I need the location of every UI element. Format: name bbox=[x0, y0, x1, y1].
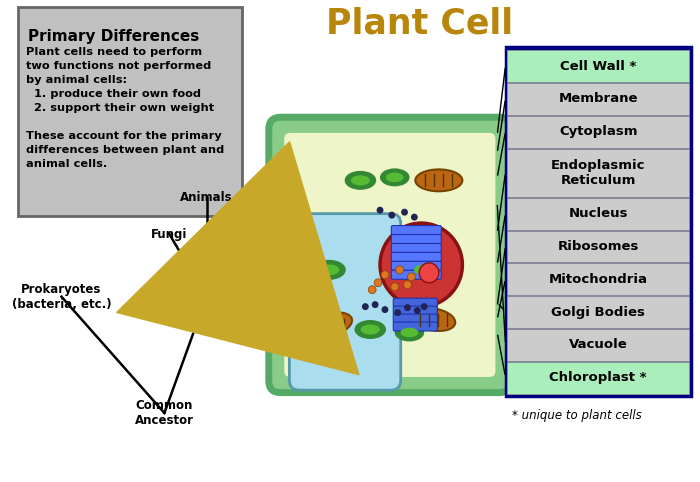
Circle shape bbox=[421, 303, 428, 310]
Circle shape bbox=[382, 306, 388, 313]
FancyBboxPatch shape bbox=[391, 261, 441, 270]
FancyBboxPatch shape bbox=[508, 296, 689, 328]
FancyBboxPatch shape bbox=[283, 131, 497, 379]
Circle shape bbox=[368, 286, 376, 294]
Circle shape bbox=[414, 307, 421, 314]
FancyBboxPatch shape bbox=[18, 7, 241, 216]
FancyBboxPatch shape bbox=[508, 148, 689, 197]
Text: Golgi Bodies: Golgi Bodies bbox=[551, 306, 645, 319]
Text: Plants: Plants bbox=[236, 228, 277, 241]
Text: Vacuole: Vacuole bbox=[569, 338, 627, 351]
Text: Nucleus: Nucleus bbox=[568, 207, 628, 220]
FancyBboxPatch shape bbox=[505, 47, 691, 396]
Circle shape bbox=[380, 223, 463, 307]
Circle shape bbox=[389, 212, 396, 219]
FancyBboxPatch shape bbox=[391, 235, 441, 243]
Ellipse shape bbox=[395, 324, 423, 340]
Ellipse shape bbox=[356, 321, 385, 338]
Circle shape bbox=[411, 214, 418, 221]
Ellipse shape bbox=[346, 172, 375, 189]
FancyBboxPatch shape bbox=[508, 116, 689, 147]
Ellipse shape bbox=[409, 261, 440, 279]
FancyBboxPatch shape bbox=[393, 298, 438, 307]
Text: Prokaryotes
(bacteria, etc.): Prokaryotes (bacteria, etc.) bbox=[12, 282, 111, 311]
FancyBboxPatch shape bbox=[289, 214, 400, 390]
Text: Chloroplast *: Chloroplast * bbox=[550, 371, 647, 384]
Text: Mitochondria: Mitochondria bbox=[549, 273, 648, 286]
FancyBboxPatch shape bbox=[508, 329, 689, 361]
Text: Cell Wall *: Cell Wall * bbox=[560, 59, 636, 72]
Text: * unique to plant cells: * unique to plant cells bbox=[512, 409, 642, 422]
Text: Common
Ancestor: Common Ancestor bbox=[135, 399, 194, 427]
FancyBboxPatch shape bbox=[391, 253, 441, 261]
Circle shape bbox=[401, 209, 408, 215]
Ellipse shape bbox=[412, 308, 455, 331]
Circle shape bbox=[404, 304, 411, 311]
Circle shape bbox=[374, 279, 382, 287]
Ellipse shape bbox=[360, 324, 380, 335]
FancyBboxPatch shape bbox=[508, 230, 689, 262]
FancyBboxPatch shape bbox=[393, 314, 438, 323]
FancyBboxPatch shape bbox=[391, 270, 441, 279]
Circle shape bbox=[362, 303, 369, 310]
Circle shape bbox=[419, 263, 439, 283]
Circle shape bbox=[381, 271, 389, 279]
FancyBboxPatch shape bbox=[508, 50, 689, 82]
FancyBboxPatch shape bbox=[393, 306, 438, 315]
FancyBboxPatch shape bbox=[393, 322, 438, 331]
FancyBboxPatch shape bbox=[508, 83, 689, 115]
FancyBboxPatch shape bbox=[508, 362, 689, 394]
FancyBboxPatch shape bbox=[391, 226, 441, 235]
Ellipse shape bbox=[381, 169, 409, 185]
Circle shape bbox=[391, 283, 399, 291]
Ellipse shape bbox=[310, 312, 352, 336]
Ellipse shape bbox=[314, 261, 344, 279]
Ellipse shape bbox=[319, 265, 339, 275]
Ellipse shape bbox=[351, 175, 370, 186]
Circle shape bbox=[395, 266, 404, 274]
Ellipse shape bbox=[415, 169, 463, 191]
FancyBboxPatch shape bbox=[226, 221, 287, 247]
Circle shape bbox=[394, 309, 401, 316]
Text: Cytoplasm: Cytoplasm bbox=[559, 125, 638, 138]
FancyBboxPatch shape bbox=[508, 263, 689, 295]
Ellipse shape bbox=[386, 173, 404, 182]
Text: Plant cells need to perform
two functions not performed
by animal cells:
  1. pr: Plant cells need to perform two function… bbox=[26, 47, 225, 169]
FancyBboxPatch shape bbox=[269, 117, 511, 393]
FancyBboxPatch shape bbox=[391, 243, 441, 253]
Text: Membrane: Membrane bbox=[559, 93, 638, 106]
Circle shape bbox=[404, 281, 412, 289]
Circle shape bbox=[372, 301, 379, 308]
FancyBboxPatch shape bbox=[508, 198, 689, 229]
Text: Endoplasmic
Reticulum: Endoplasmic Reticulum bbox=[551, 159, 645, 187]
Ellipse shape bbox=[414, 265, 434, 275]
Text: Animals: Animals bbox=[180, 191, 233, 204]
Text: Fungi: Fungi bbox=[151, 228, 188, 241]
Text: Primary Differences: Primary Differences bbox=[28, 29, 199, 44]
Text: Plant Cell: Plant Cell bbox=[326, 6, 513, 40]
Ellipse shape bbox=[400, 328, 419, 337]
Circle shape bbox=[377, 207, 384, 214]
Text: Eukaryotes: Eukaryotes bbox=[169, 290, 244, 303]
Text: Ribosomes: Ribosomes bbox=[557, 240, 639, 253]
Circle shape bbox=[407, 273, 415, 281]
